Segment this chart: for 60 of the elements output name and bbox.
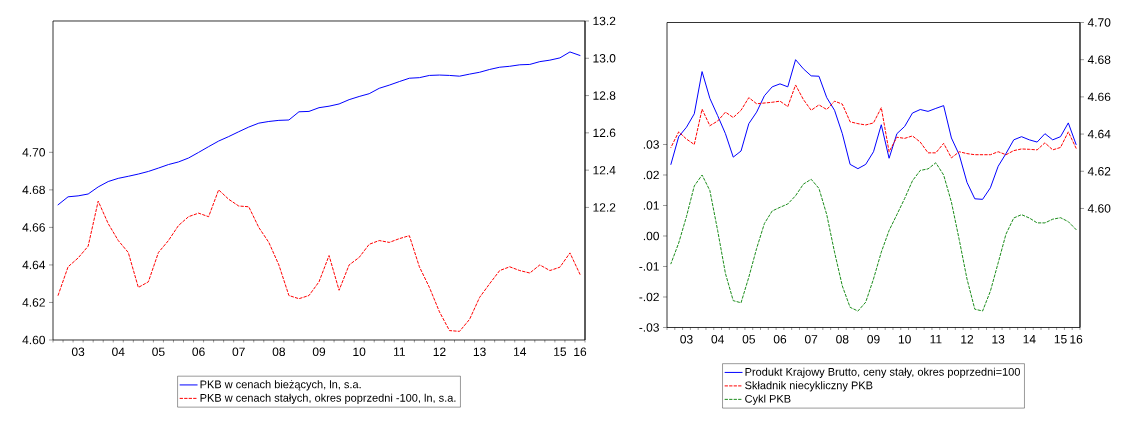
y2-tick-label: 12.4 bbox=[593, 165, 616, 175]
x-tick-label: 07 bbox=[232, 347, 245, 357]
x-tick-label: 09 bbox=[312, 347, 326, 357]
y-tick-label: -.03 bbox=[639, 323, 659, 332]
y2-tick-label: 4.64 bbox=[1087, 129, 1111, 139]
y2-tick-label: 13.2 bbox=[593, 16, 616, 26]
y2-tick-label: 12.8 bbox=[593, 91, 616, 100]
line-series bbox=[670, 59, 1077, 200]
x-tick-label: 10 bbox=[353, 347, 366, 357]
x-tick-label: 12 bbox=[961, 335, 974, 344]
y-tick-label: .01 bbox=[643, 201, 659, 210]
x-tick-label: 04 bbox=[711, 335, 724, 344]
x-tick-label: 14 bbox=[514, 347, 527, 356]
y-tick-label: 4.66 bbox=[22, 223, 45, 232]
y2-tick-label: 12.6 bbox=[593, 128, 616, 138]
x-tick-label: 11 bbox=[930, 335, 942, 344]
x-tick-label: 03 bbox=[680, 335, 693, 344]
x-tick-label: 10 bbox=[898, 335, 911, 344]
x-tick-label: 09 bbox=[867, 335, 880, 344]
x-tick-label: 15 bbox=[554, 347, 567, 356]
x-tick-label: 16 bbox=[574, 347, 587, 357]
y-tick-label: 4.60 bbox=[22, 335, 46, 345]
y-tick-label: 4.70 bbox=[22, 148, 46, 157]
y-tick-label: .02 bbox=[643, 170, 659, 180]
y2-tick-label: 4.60 bbox=[1087, 204, 1111, 213]
x-tick-label: 08 bbox=[836, 335, 849, 344]
y-tick-label: 4.62 bbox=[22, 298, 45, 307]
x-tick-label: 07 bbox=[804, 335, 818, 344]
x-tick-label: 11 bbox=[393, 347, 405, 356]
x-tick-label: 15 bbox=[1054, 335, 1067, 344]
legend-label: Składnik niecykliczny PKB bbox=[745, 381, 873, 392]
x-tick-label: 13 bbox=[473, 347, 486, 357]
y-tick-label: -.02 bbox=[639, 292, 659, 302]
y2-tick-label: 13.0 bbox=[593, 54, 616, 63]
x-tick-label: 06 bbox=[192, 347, 205, 357]
x-tick-label: 13 bbox=[992, 335, 1005, 344]
legend-label: PKB w cenach bieżących, ln, s.a. bbox=[200, 380, 361, 391]
x-tick-label: 05 bbox=[742, 335, 755, 344]
y2-tick-label: 4.62 bbox=[1087, 167, 1111, 176]
legend-label: Cykl PKB bbox=[745, 394, 791, 405]
y2-tick-label: 4.70 bbox=[1087, 18, 1111, 27]
x-tick-label: 16 bbox=[1070, 335, 1083, 344]
y2-tick-label: 12.2 bbox=[593, 203, 616, 212]
line-series bbox=[57, 51, 581, 206]
x-tick-label: 12 bbox=[433, 347, 446, 356]
y2-tick-label: 4.66 bbox=[1087, 92, 1111, 102]
x-tick-label: 04 bbox=[112, 347, 125, 357]
y-tick-label: -.01 bbox=[639, 262, 659, 271]
y-tick-label: .00 bbox=[643, 231, 660, 241]
y-tick-label: 4.68 bbox=[22, 185, 45, 195]
y-tick-label: .03 bbox=[643, 140, 659, 149]
y-tick-label: 4.64 bbox=[22, 260, 46, 270]
x-tick-label: 05 bbox=[152, 347, 165, 357]
x-tick-label: 08 bbox=[272, 347, 286, 357]
legend-label: PKB w cenach stałych, okres poprzedni -100, ln, s.a. bbox=[200, 393, 456, 404]
y2-tick-label: 4.68 bbox=[1087, 55, 1111, 64]
x-tick-label: 14 bbox=[1023, 335, 1036, 344]
x-tick-label: 06 bbox=[773, 335, 787, 344]
x-tick-label: 03 bbox=[71, 347, 85, 357]
legend-label: Produkt Krajowy Brutto, ceny stały, okres poprzedni=100 bbox=[745, 367, 1020, 378]
